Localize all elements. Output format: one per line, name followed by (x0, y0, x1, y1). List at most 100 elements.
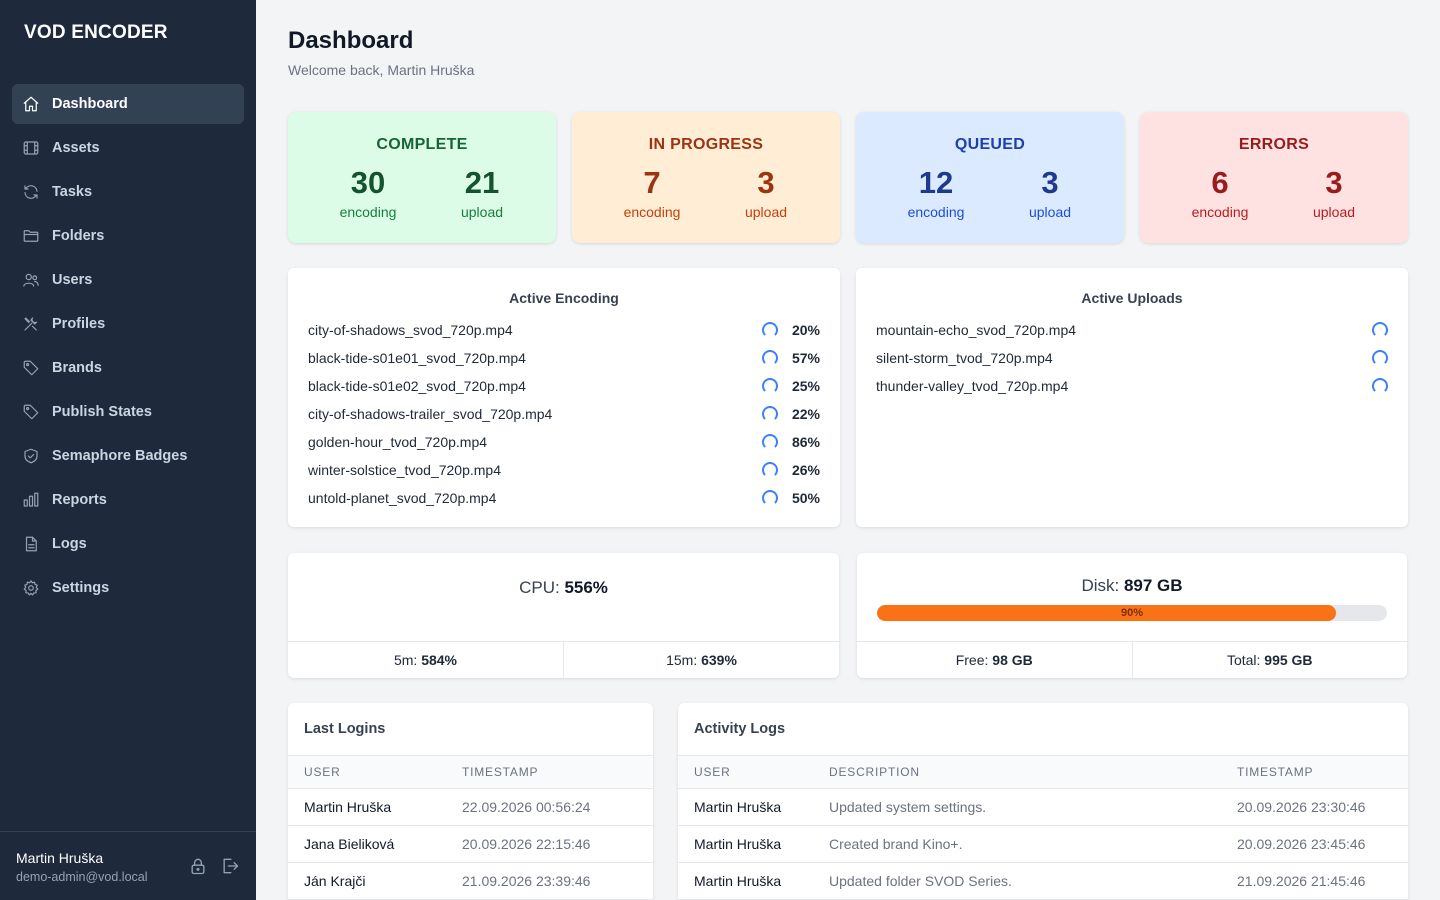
progress-value: 20% (791, 322, 820, 338)
sidebar-item-users[interactable]: Users (12, 260, 244, 300)
sidebar-item-reports[interactable]: Reports (12, 480, 244, 520)
spinner-icon (762, 490, 778, 506)
stat-card-errors[interactable]: ERRORS 6 encoding 3 upload (1140, 112, 1408, 243)
list-item[interactable]: winter-solstice_tvod_720p.mp4 26% (308, 456, 820, 484)
total-label: Total: (1226, 652, 1261, 668)
table-row[interactable]: Martin Hruška Updated folder SVOD Series… (678, 863, 1408, 900)
sidebar-item-settings[interactable]: Settings (12, 568, 244, 608)
sidebar-item-logs[interactable]: Logs (12, 524, 244, 564)
home-icon (21, 94, 41, 114)
stat-card-queued[interactable]: QUEUED 12 encoding 3 upload (856, 112, 1124, 243)
active-uploads-card: Active Uploads mountain-echo_svod_720p.m… (856, 268, 1408, 527)
sidebar-item-brands[interactable]: Brands (12, 348, 244, 388)
list-item[interactable]: black-tide-s01e02_svod_720p.mp4 25% (308, 372, 820, 400)
stat-upload-count: 3 (1041, 165, 1059, 200)
total-value: 995 GB (1264, 652, 1313, 668)
bar-chart-icon (21, 490, 41, 510)
last-logins-card: Last Logins USER TIMESTAMP Martin Hruška… (288, 703, 653, 900)
disk-usage: Disk: 897 GB (857, 576, 1407, 596)
sidebar-item-publish-states[interactable]: Publish States (12, 392, 244, 432)
spinner-icon (762, 434, 778, 450)
folder-icon (21, 226, 41, 246)
list-item[interactable]: black-tide-s01e01_svod_720p.mp4 57% (308, 344, 820, 372)
file-name: city-of-shadows_svod_720p.mp4 (308, 322, 513, 338)
list-item[interactable]: golden-hour_tvod_720p.mp4 86% (308, 428, 820, 456)
film-icon (21, 138, 41, 158)
table-row[interactable]: Martin Hruška Updated system settings. 2… (678, 789, 1408, 826)
stat-title: COMPLETE (376, 136, 468, 153)
sidebar-item-label: Settings (52, 580, 110, 596)
file-name: black-tide-s01e01_svod_720p.mp4 (308, 350, 526, 366)
column-header: TIMESTAMP (462, 765, 539, 779)
refresh-icon (21, 182, 41, 202)
timestamp-cell: 20.09.2026 22:15:46 (462, 836, 591, 852)
stat-upload-label: upload (744, 204, 788, 220)
list-item[interactable]: city-of-shadows-trailer_svod_720p.mp4 22% (308, 400, 820, 428)
active-encoding-card: Active Encoding city-of-shadows_svod_720… (288, 268, 840, 527)
sidebar-item-assets[interactable]: Assets (12, 128, 244, 168)
sidebar-item-tasks[interactable]: Tasks (12, 172, 244, 212)
sidebar-item-semaphore-badges[interactable]: Semaphore Badges (12, 436, 244, 476)
timestamp-cell: 21.09.2026 23:39:46 (462, 873, 591, 889)
list-item[interactable]: untold-planet_svod_720p.mp4 50% (308, 484, 820, 512)
sidebar-item-label: Logs (52, 536, 87, 552)
description-cell: Created brand Kino+. (829, 836, 963, 852)
card-title: Last Logins (304, 721, 386, 737)
disk-label: Disk: (1081, 576, 1120, 595)
spinner-icon (762, 406, 778, 422)
disk-total: Total: 995 GB (1131, 642, 1408, 678)
disk-free: Free: 98 GB (857, 642, 1132, 678)
cpu-usage: CPU: 556% (288, 578, 839, 598)
sidebar-item-label: Brands (52, 360, 102, 376)
file-name: black-tide-s01e02_svod_720p.mp4 (308, 378, 526, 394)
table-row[interactable]: Ján Krajči 21.09.2026 23:39:46 (288, 863, 653, 900)
stat-title: QUEUED (954, 136, 1026, 153)
sidebar-item-folders[interactable]: Folders (12, 216, 244, 256)
disk-progress-fill (877, 605, 1336, 621)
list-item[interactable]: mountain-echo_svod_720p.mp4 (876, 316, 1388, 344)
list-item[interactable]: thunder-valley_tvod_720p.mp4 (876, 372, 1388, 400)
table-row[interactable]: Jana Bieliková 20.09.2026 22:15:46 (288, 826, 653, 863)
tag-icon (21, 358, 41, 378)
sidebar-item-label: Tasks (52, 184, 93, 200)
cpu-label: CPU: (519, 578, 560, 597)
sidebar-item-label: Profiles (52, 316, 106, 332)
timestamp-cell: 20.09.2026 23:30:46 (1237, 799, 1366, 815)
stat-upload-count: 3 (757, 165, 775, 200)
sidebar-nav: Dashboard Assets Tasks Folders Users Pro… (12, 84, 244, 612)
sidebar-item-label: Semaphore Badges (52, 448, 188, 464)
user-email: demo-admin@vod.local (16, 870, 148, 884)
table-header: USER DESCRIPTION TIMESTAMP (678, 755, 1408, 789)
disk-split: Free: 98 GB Total: 995 GB (857, 641, 1407, 678)
user-cell: Ján Krajči (304, 873, 366, 889)
disk-value: 897 GB (1123, 576, 1183, 595)
stat-card-complete[interactable]: COMPLETE 30 encoding 21 upload (288, 112, 556, 243)
free-label: Free: (955, 652, 989, 668)
stat-card-in-progress[interactable]: IN PROGRESS 7 encoding 3 upload (572, 112, 840, 243)
file-name: city-of-shadows-trailer_svod_720p.mp4 (308, 406, 553, 422)
file-name: untold-planet_svod_720p.mp4 (308, 490, 497, 506)
cpu-card: CPU: 556% 5m: 584% 15m: 639% (288, 553, 839, 678)
stat-upload-count: 21 (464, 165, 500, 200)
disk-progress-label: 90% (1120, 607, 1144, 619)
sidebar-item-dashboard[interactable]: Dashboard (12, 84, 244, 124)
load15-label: 15m: (666, 652, 698, 668)
spinner-icon (1372, 378, 1388, 394)
progress-value: 22% (791, 406, 820, 422)
sidebar-item-profiles[interactable]: Profiles (12, 304, 244, 344)
description-cell: Updated system settings. (829, 799, 987, 815)
column-header: TIMESTAMP (1237, 765, 1314, 779)
load15-value: 639% (701, 652, 737, 668)
table-row[interactable]: Martin Hruška 22.09.2026 00:56:24 (288, 789, 653, 826)
app-brand[interactable]: VOD ENCODER (24, 22, 168, 43)
list-item[interactable]: city-of-shadows_svod_720p.mp4 20% (308, 316, 820, 344)
lock-icon[interactable] (188, 856, 208, 876)
timestamp-cell: 22.09.2026 00:56:24 (462, 799, 591, 815)
logout-icon[interactable] (220, 856, 240, 876)
list-item[interactable]: silent-storm_tvod_720p.mp4 (876, 344, 1388, 372)
activity-logs-table: USER DESCRIPTION TIMESTAMP Martin Hruška… (678, 755, 1408, 900)
column-header: USER (694, 765, 731, 779)
file-name: golden-hour_tvod_720p.mp4 (308, 434, 488, 450)
table-row[interactable]: Martin Hruška Created brand Kino+. 20.09… (678, 826, 1408, 863)
stat-encoding-label: encoding (623, 204, 681, 220)
